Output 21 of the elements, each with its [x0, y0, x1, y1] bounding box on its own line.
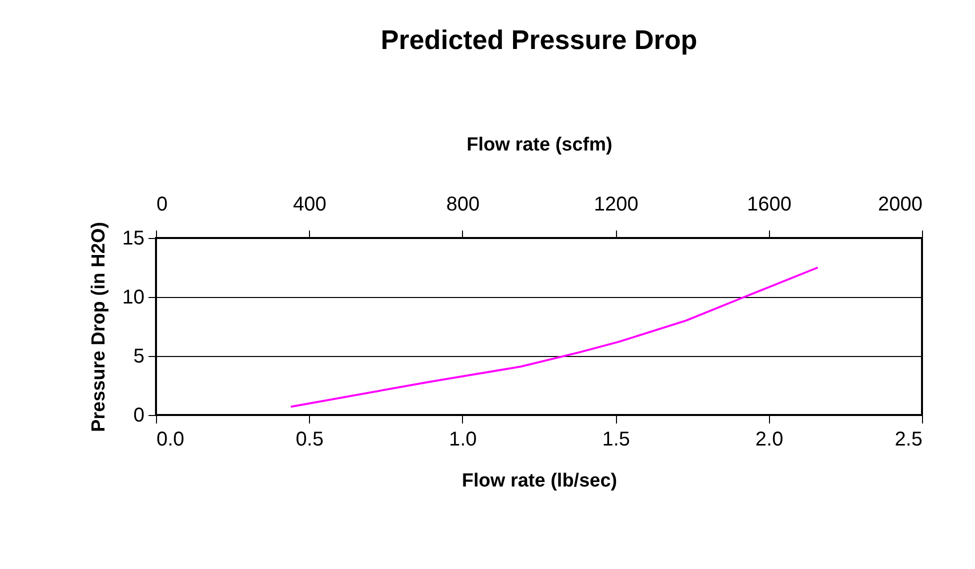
x2-tick-label: 1600: [747, 194, 792, 216]
x-tick-label: 1.5: [602, 428, 630, 450]
x-tick-label: 2.0: [755, 428, 784, 450]
x-axis-title: Flow rate (lb/sec): [462, 470, 618, 492]
y-tick-label: 15: [122, 228, 144, 250]
x2-tick-label: 800: [446, 194, 480, 216]
y-tick-label: 0: [133, 404, 144, 426]
x2-tick-label: 400: [293, 194, 326, 216]
line-series: [290, 266, 819, 408]
x-tick-label: 2.5: [894, 428, 922, 450]
x2-tick-label: 0: [156, 194, 168, 216]
y-tick-label: 10: [122, 286, 144, 308]
x2-axis-title: Flow rate (scfm): [466, 134, 612, 156]
x-tick-label: 0.5: [296, 428, 324, 450]
y-axis-title: Pressure Drop (in H2O): [88, 222, 110, 432]
x-tick-label: 0.0: [156, 428, 184, 450]
y-tick-label: 5: [133, 346, 144, 368]
x2-tick-label: 1200: [594, 194, 638, 216]
chart-title: Predicted Pressure Drop: [380, 25, 698, 55]
x2-tick-label: 2000: [878, 194, 922, 216]
x-tick-label: 1.0: [448, 428, 477, 450]
